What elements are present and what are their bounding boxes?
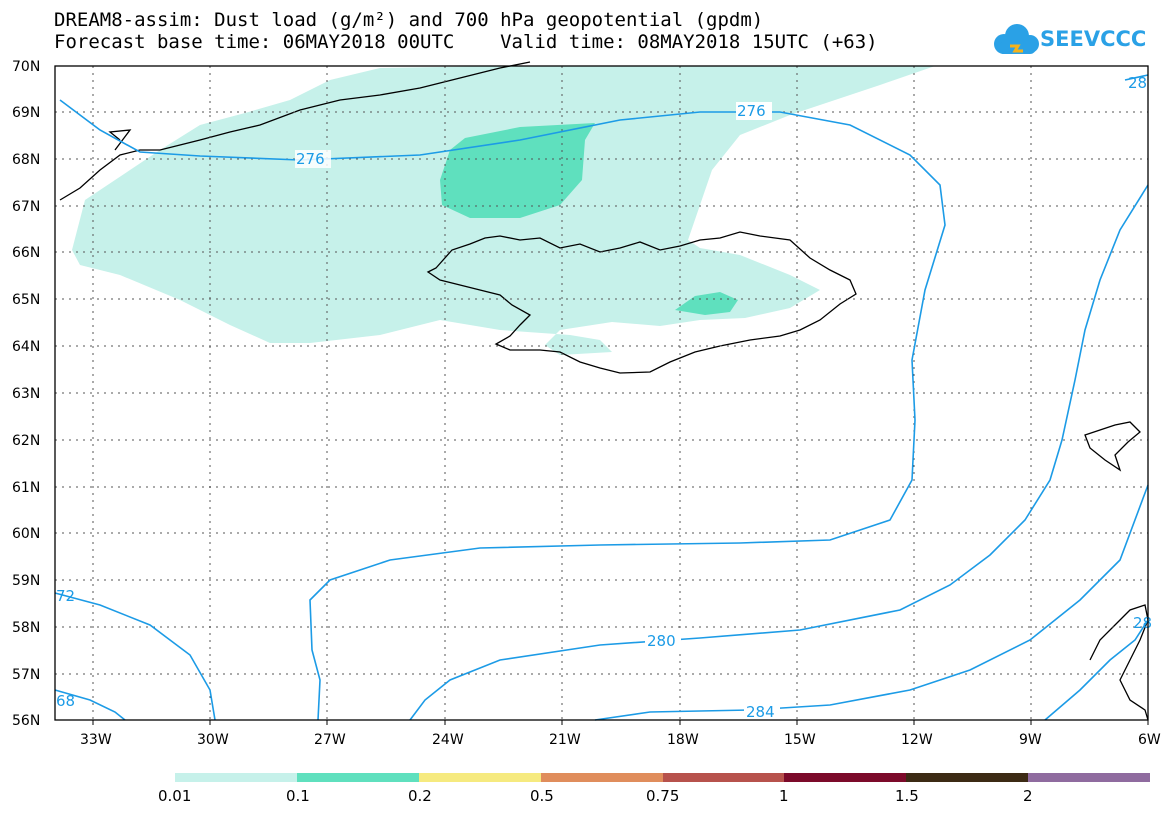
lat-label: 64N (12, 339, 40, 355)
gridlines (55, 66, 1148, 720)
legend-label: 1 (779, 787, 789, 805)
map-frame (54, 65, 1149, 721)
lon-label: 27W (314, 732, 346, 748)
lat-labels: 70N 69N 68N 67N 66N 65N 64N 63N 62N 61N … (12, 59, 40, 729)
lon-label: 33W (80, 732, 112, 748)
lat-label: 68N (12, 152, 40, 168)
legend-labels: 0.01 0.1 0.2 0.5 0.75 1 1.5 2 (158, 787, 1033, 805)
legend-label: 1.5 (895, 787, 919, 805)
lat-label: 56N (12, 713, 40, 729)
contour-label: 28 (1133, 614, 1152, 632)
lat-label: 61N (12, 480, 40, 496)
lon-label: 6W (1138, 732, 1161, 748)
legend-swatch (297, 773, 419, 782)
coastline (59, 61, 1149, 721)
map-title: DREAM8-assim: Dust load (g/m²) and 700 h… (54, 9, 764, 31)
legend-swatch (784, 773, 906, 782)
lon-label: 15W (784, 732, 816, 748)
legend-label: 2 (1023, 787, 1033, 805)
contour-label: 280 (647, 632, 676, 650)
lat-label: 65N (12, 292, 40, 308)
lat-label: 70N (12, 59, 40, 75)
lat-label: 58N (12, 620, 40, 636)
lat-label: 62N (12, 433, 40, 449)
legend-label: 0.1 (286, 787, 310, 805)
forecast-time-line: Forecast base time: 06MAY2018 00UTC Vali… (54, 31, 878, 53)
legend-swatch (175, 773, 297, 782)
legend-swatch (906, 773, 1028, 782)
lat-label: 59N (12, 573, 40, 589)
lon-label: 9W (1019, 732, 1042, 748)
lon-label: 18W (667, 732, 699, 748)
cloud-icon (994, 24, 1039, 54)
legend-label: 0.5 (530, 787, 554, 805)
lat-label: 67N (12, 199, 40, 215)
legend-swatch (541, 773, 663, 782)
legend-label: 0.75 (646, 787, 679, 805)
lon-label: 24W (432, 732, 464, 748)
contour-label: 28 (1128, 74, 1147, 92)
contour-label: 72 (56, 587, 75, 605)
contour-label: 284 (746, 703, 775, 721)
contour-label: 276 (737, 102, 766, 120)
lon-label: 12W (901, 732, 933, 748)
legend-colorbar (175, 773, 1150, 782)
legend-label: 0.2 (408, 787, 432, 805)
contour-label: 68 (56, 692, 75, 710)
dust-medium-area-2 (675, 292, 738, 315)
logo-text: SEEVCCC (1040, 27, 1147, 51)
lat-label: 57N (12, 667, 40, 683)
legend-swatch (1028, 773, 1150, 782)
legend-swatch (663, 773, 784, 782)
legend-label: 0.01 (158, 787, 191, 805)
lon-labels: 33W 30W 27W 24W 21W 18W 15W 12W 9W 6W (80, 732, 1161, 748)
contour-label: 276 (296, 150, 325, 168)
lon-label: 21W (549, 732, 581, 748)
geopotential-contours (54, 74, 1149, 721)
legend-swatch (419, 773, 541, 782)
lon-label: 30W (197, 732, 229, 748)
lat-label: 60N (12, 526, 40, 542)
axis-ticks (92, 720, 1149, 725)
lat-label: 69N (12, 105, 40, 121)
lat-label: 66N (12, 245, 40, 261)
lat-label: 63N (12, 386, 40, 402)
contour-labels: 276 276 280 284 72 68 28 28 (56, 74, 1152, 721)
